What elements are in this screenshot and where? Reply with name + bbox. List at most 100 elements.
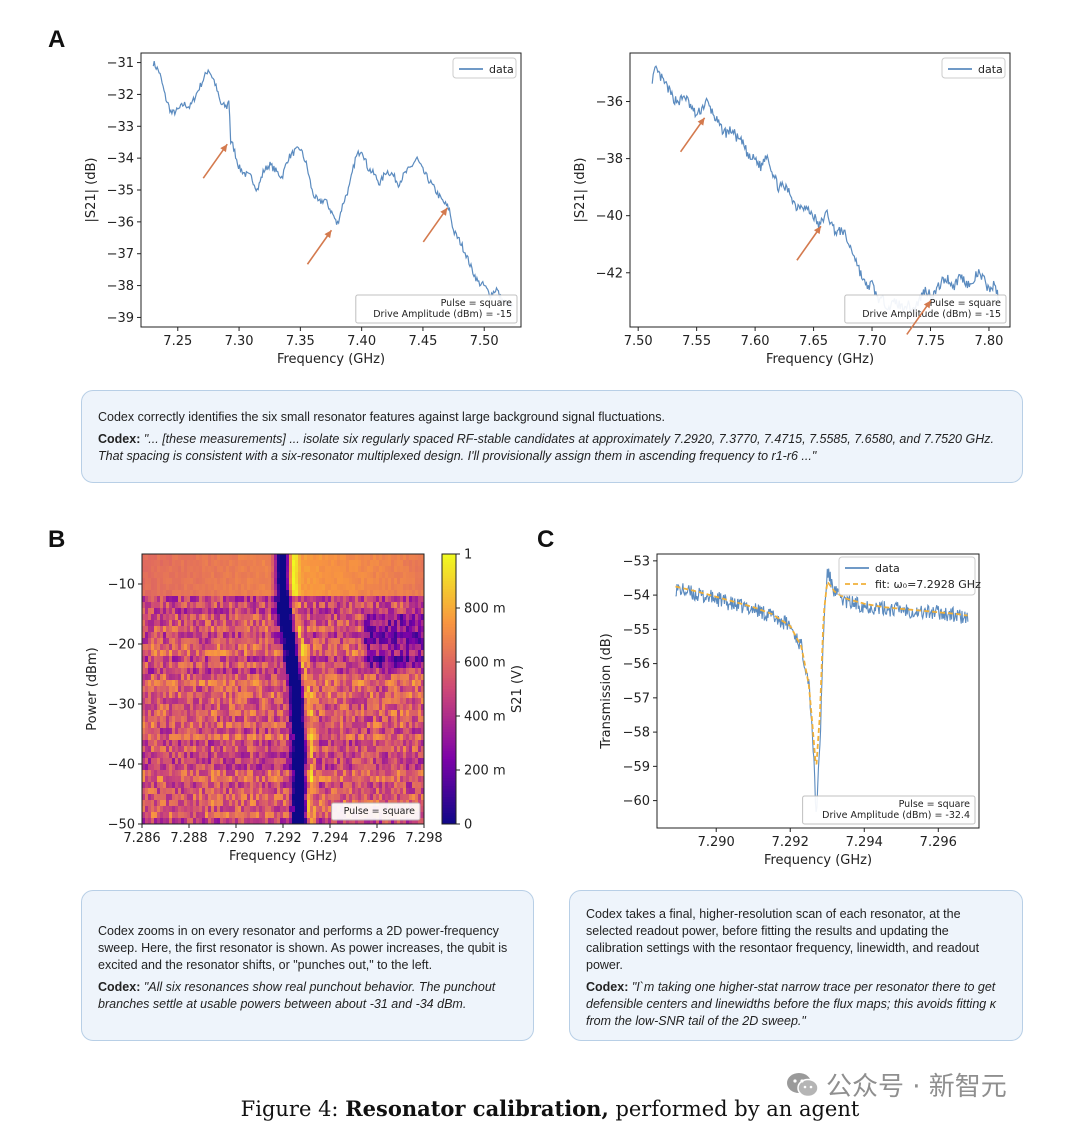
heatmap-cell <box>352 686 356 693</box>
heatmap-cell <box>310 566 314 573</box>
heatmap-cell <box>190 662 194 669</box>
heatmap-cell <box>205 698 209 705</box>
heatmap-cell <box>208 800 212 807</box>
heatmap-cell <box>280 578 284 585</box>
heatmap-cell <box>274 812 278 819</box>
heatmap-cell <box>241 728 245 735</box>
heatmap-cell <box>250 782 254 789</box>
c-ylabel: Transmission (dB) <box>599 633 614 749</box>
heatmap-cell <box>253 686 257 693</box>
heatmap-cell <box>199 704 203 711</box>
heatmap-cell <box>235 554 239 561</box>
heatmap-cell <box>406 704 410 711</box>
heatmap-cell <box>307 650 311 657</box>
heatmap-cell <box>145 734 149 741</box>
heatmap-cell <box>391 680 395 687</box>
heatmap-cell <box>376 788 380 795</box>
heatmap-cell <box>400 620 404 627</box>
heatmap-cell <box>283 794 287 801</box>
heatmap-cell <box>364 698 368 705</box>
heatmap-cell <box>295 794 299 801</box>
heatmap-cell <box>196 620 200 627</box>
heatmap-cell <box>205 560 209 567</box>
heatmap-cell <box>388 590 392 597</box>
heatmap-cell <box>331 716 335 723</box>
heatmap-cell <box>364 734 368 741</box>
heatmap-cell <box>373 584 377 591</box>
heatmap-cell <box>355 620 359 627</box>
heatmap-cell <box>376 572 380 579</box>
a-left-annotation-line: Drive Amplitude (dBm) = -15 <box>373 309 512 320</box>
heatmap-cell <box>178 668 182 675</box>
heatmap-cell <box>178 800 182 807</box>
heatmap-cell <box>226 578 230 585</box>
colorbar-segment <box>442 745 456 749</box>
heatmap-cell <box>313 620 317 627</box>
heatmap-cell <box>397 722 401 729</box>
heatmap-cell <box>304 578 308 585</box>
heatmap-cell <box>304 626 308 633</box>
heatmap-cell <box>253 680 257 687</box>
heatmap-cell <box>319 728 323 735</box>
heatmap-cell <box>214 590 218 597</box>
colorbar-label: S21 (V) <box>510 665 525 713</box>
heatmap-cell <box>223 584 227 591</box>
b-ytick-label: −40 <box>108 758 135 773</box>
heatmap-cell <box>415 722 419 729</box>
heatmap-cell <box>361 632 365 639</box>
heatmap-cell <box>280 710 284 717</box>
heatmap-cell <box>301 674 305 681</box>
heatmap-cell <box>190 596 194 603</box>
colorbar-segment <box>442 591 456 595</box>
heatmap-cell <box>286 698 290 705</box>
heatmap-cell <box>187 668 191 675</box>
heatmap-cell <box>232 800 236 807</box>
heatmap-cell <box>259 566 263 573</box>
heatmap-cell <box>352 608 356 615</box>
heatmap-cell <box>337 698 341 705</box>
heatmap-cell <box>319 560 323 567</box>
heatmap-cell <box>172 698 176 705</box>
heatmap-cell <box>337 650 341 657</box>
heatmap-cell <box>148 590 152 597</box>
caption-prefix: Figure 4: <box>240 1097 346 1121</box>
heatmap-cell <box>202 752 206 759</box>
a-right-frame <box>629 52 1011 328</box>
heatmap-cell <box>265 608 269 615</box>
heatmap-cell <box>286 758 290 765</box>
heatmap-cell <box>400 764 404 771</box>
colorbar-segment <box>442 813 456 817</box>
heatmap-cell <box>232 638 236 645</box>
heatmap-cell <box>253 716 257 723</box>
heatmap-cell <box>205 782 209 789</box>
heatmap-cell <box>184 698 188 705</box>
heatmap-cell <box>388 692 392 699</box>
heatmap-cell <box>373 626 377 633</box>
a-right-annotation-line: Drive Amplitude (dBm) = -15 <box>862 309 1001 320</box>
heatmap-cell <box>175 728 179 735</box>
heatmap-cell <box>412 638 416 645</box>
heatmap-cell <box>271 656 275 663</box>
heatmap-cell <box>385 704 389 711</box>
heatmap-cell <box>187 680 191 687</box>
heatmap-cell <box>385 638 389 645</box>
heatmap-cell <box>160 740 164 747</box>
heatmap-cell <box>355 770 359 777</box>
heatmap-cell <box>292 620 296 627</box>
heatmap-cell <box>364 608 368 615</box>
heatmap-cell <box>325 818 329 825</box>
heatmap-cell <box>226 794 230 801</box>
heatmap-cell <box>268 614 272 621</box>
heatmap-cell <box>340 608 344 615</box>
heatmap-cell <box>205 722 209 729</box>
heatmap-cell <box>268 758 272 765</box>
heatmap-cell <box>187 764 191 771</box>
heatmap-cell <box>373 770 377 777</box>
heatmap-cell <box>421 626 425 633</box>
heatmap-cell <box>220 662 224 669</box>
heatmap-cell <box>235 776 239 783</box>
heatmap-cell <box>283 578 287 585</box>
heatmap-cell <box>349 668 353 675</box>
heatmap-cell <box>259 770 263 777</box>
heatmap-cell <box>400 818 404 825</box>
